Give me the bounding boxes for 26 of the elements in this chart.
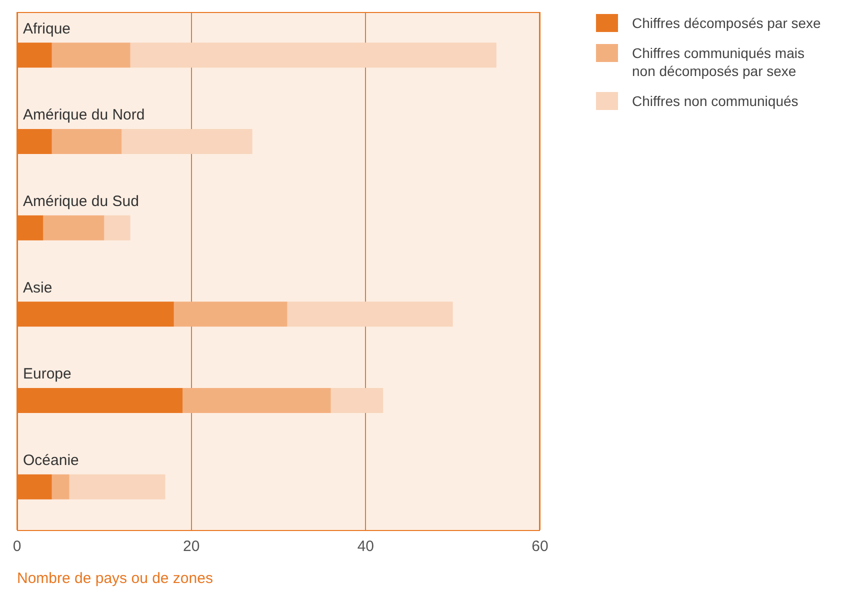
bar xyxy=(52,42,130,68)
y-tick-label: Océanie xyxy=(23,452,79,469)
bar xyxy=(287,302,453,327)
bar xyxy=(122,128,252,154)
x-tick-label: 0 xyxy=(12,538,22,556)
x-tick-label: 60 xyxy=(532,538,548,556)
bar xyxy=(69,474,166,500)
bar xyxy=(43,215,104,240)
y-tick-label: Asie xyxy=(23,279,52,296)
y-tick-label: Amérique du Sud xyxy=(23,192,139,210)
bar xyxy=(52,474,70,500)
bar xyxy=(130,42,496,68)
legend-label: Chiffres non communiqués xyxy=(632,92,798,110)
bar xyxy=(182,388,331,414)
bar xyxy=(330,388,384,414)
bar xyxy=(52,128,122,154)
y-tick-label: Amérique du Nord xyxy=(23,106,145,124)
y-tick-label: Europe xyxy=(23,366,72,383)
legend-label: Chiffres communiqués mais non décomposés par sexe xyxy=(632,44,806,80)
bar xyxy=(104,215,130,240)
legend-label: Chiffres décomposés par sexe xyxy=(632,14,821,32)
y-tick-label: Afrique xyxy=(23,20,71,38)
x-tick-label: 40 xyxy=(357,538,374,556)
bar xyxy=(174,302,288,327)
x-axis-title: Nombre de pays ou de zones xyxy=(17,570,213,588)
x-tick-label: 20 xyxy=(182,538,200,556)
